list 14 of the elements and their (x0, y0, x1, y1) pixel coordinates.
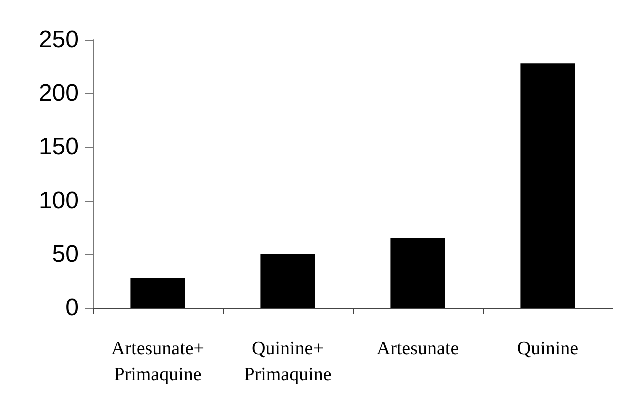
bar (260, 254, 316, 308)
y-tick-label: 50 (52, 240, 79, 268)
x-tick-label: Artesunate (376, 338, 460, 360)
y-tick-label: 150 (38, 134, 79, 161)
bar (390, 238, 446, 308)
y-tick-label: 100 (38, 187, 79, 214)
y-tick-label: 250 (38, 26, 79, 54)
x-tick-label: Artesunate+ Primaquine (111, 338, 205, 386)
y-tick-label: 0 (66, 294, 79, 322)
bar (520, 64, 576, 308)
bar (130, 278, 186, 308)
y-tick-label: 200 (38, 80, 79, 108)
x-tick-label: Quinine+ Primaquine (244, 338, 332, 386)
x-tick-label: Quinine (517, 338, 579, 360)
